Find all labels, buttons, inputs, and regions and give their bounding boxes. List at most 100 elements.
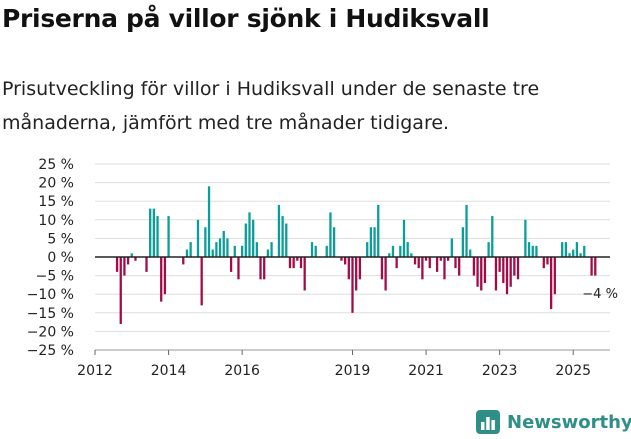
bar-positive: [215, 242, 218, 257]
bar-positive: [248, 212, 251, 257]
bar-positive: [277, 204, 281, 257]
bar-negative: [182, 257, 185, 265]
bar-negative: [550, 257, 553, 310]
bar-negative: [200, 257, 203, 306]
bar-negative: [435, 257, 439, 272]
bar-positive: [527, 242, 531, 257]
bar-negative: [546, 257, 549, 265]
bar-negative: [303, 257, 306, 291]
latest-value-annotation: −4 %: [582, 287, 618, 302]
x-tick-label: 2023: [482, 363, 518, 379]
x-tick-label: 2019: [335, 363, 371, 379]
bar-positive: [564, 242, 567, 257]
bar-positive: [406, 242, 409, 257]
bar-positive: [531, 245, 534, 257]
x-tick-label: 2025: [555, 363, 591, 379]
bar-positive: [579, 253, 582, 257]
bar-negative: [553, 257, 556, 295]
bar-negative: [115, 257, 119, 272]
bar-negative: [509, 257, 512, 287]
bar-positive: [575, 242, 579, 257]
bar-negative: [145, 257, 148, 272]
newsworthy-logo: Newsworthy: [475, 407, 631, 437]
y-tick-label: −20 %: [27, 324, 74, 340]
bar-positive: [410, 253, 413, 257]
bar-negative: [516, 257, 520, 280]
bar-negative: [447, 257, 450, 261]
bar-negative: [229, 257, 233, 272]
bar-positive: [233, 245, 236, 257]
bar-positive: [535, 245, 538, 257]
bar-positive: [211, 249, 214, 257]
y-tick-label: 5 %: [47, 231, 74, 247]
bar-negative: [292, 257, 295, 269]
bar-negative: [480, 257, 483, 291]
bar-negative: [259, 257, 262, 280]
bar-positive: [568, 253, 571, 257]
y-tick-label: 15 %: [38, 194, 74, 210]
bar-positive: [196, 219, 200, 257]
bar-negative: [355, 257, 358, 291]
bar-positive: [332, 227, 336, 257]
bar-positive: [369, 227, 373, 257]
bar-negative: [347, 257, 350, 280]
bar-positive: [204, 227, 207, 257]
y-tick-label: 0 %: [47, 250, 74, 266]
bar-positive: [218, 238, 222, 257]
bar-negative: [299, 257, 303, 269]
bar-positive: [450, 238, 453, 257]
bar-positive: [285, 223, 288, 257]
bar-positive: [149, 208, 152, 257]
bar-positive: [270, 242, 273, 257]
bar-negative: [594, 257, 597, 276]
bar-negative: [288, 257, 292, 269]
bar-positive: [244, 223, 247, 257]
bar-negative: [421, 257, 424, 280]
bar-negative: [344, 257, 347, 265]
bar-negative: [542, 257, 545, 269]
bar-negative: [119, 257, 122, 324]
bar-positive: [152, 208, 155, 257]
bar-positive: [310, 242, 314, 257]
bar-positive: [255, 242, 258, 257]
bar-negative: [443, 257, 446, 280]
bar-positive: [130, 253, 133, 257]
y-tick-label: −25 %: [27, 343, 74, 359]
bar-positive: [491, 216, 494, 257]
bar-positive: [461, 227, 464, 257]
bar-positive: [329, 212, 332, 257]
bar-negative: [126, 257, 130, 265]
bar-positive: [465, 204, 468, 257]
bar-negative: [498, 257, 501, 272]
bar-positive: [487, 242, 490, 257]
bar-negative: [163, 257, 167, 295]
bar-negative: [472, 257, 476, 276]
bar-positive: [572, 249, 575, 257]
bar-negative: [424, 257, 428, 261]
x-tick-label: 2021: [408, 363, 444, 379]
bars: [115, 186, 597, 324]
bar-positive: [391, 245, 395, 257]
bar-negative: [395, 257, 398, 269]
bar-negative: [380, 257, 384, 280]
bar-negative: [428, 257, 431, 269]
bar-negative: [160, 257, 163, 302]
bar-negative: [340, 257, 343, 261]
x-axis-ticks: 2012 2014 2016 2019 2021 2023 2025: [77, 350, 591, 379]
bar-negative: [513, 257, 516, 276]
bar-positive: [167, 216, 170, 257]
bar-negative: [296, 257, 299, 261]
bar-negative: [505, 257, 509, 295]
y-tick-label: 20 %: [38, 176, 74, 192]
bar-positive: [325, 245, 328, 257]
y-tick-label: 25 %: [38, 157, 74, 173]
bar-negative: [123, 257, 126, 276]
bar-negative: [417, 257, 420, 269]
bar-positive: [561, 242, 564, 257]
bar-positive: [241, 245, 244, 257]
bar-positive: [252, 219, 255, 257]
bar-negative: [358, 257, 361, 280]
y-tick-label: −10 %: [27, 287, 74, 303]
y-axis-tick-labels: 25 % 20 % 15 % 10 % 5 % 0 % −5 % −10 % −15 % −20 …: [27, 157, 74, 359]
